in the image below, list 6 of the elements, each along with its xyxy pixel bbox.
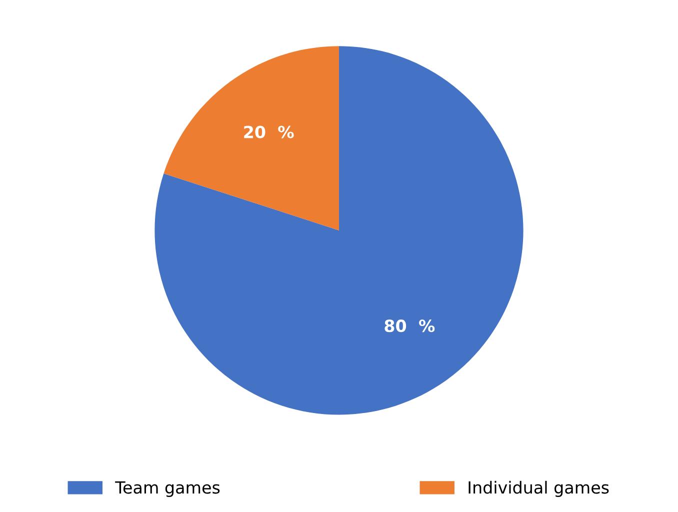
pie-slice: [154, 46, 524, 415]
legend-label: Individual games: [468, 480, 609, 497]
legend-label: Team games: [115, 481, 220, 497]
data-label: 80 %: [384, 320, 435, 332]
data-label: 20 %: [244, 126, 294, 138]
pie-slice: [164, 46, 339, 230]
